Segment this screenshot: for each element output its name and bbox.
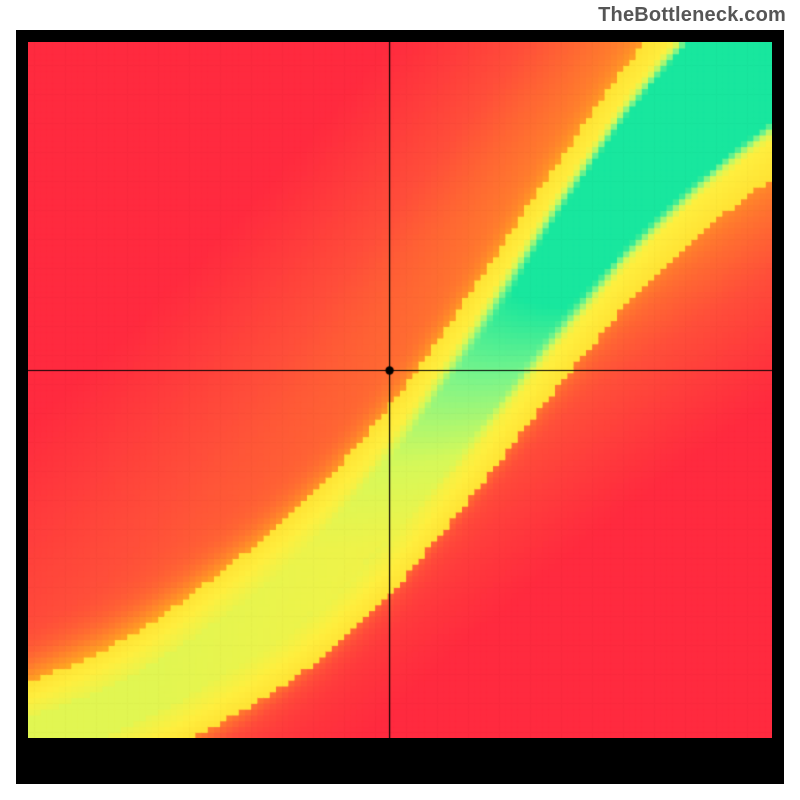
heatmap-canvas <box>28 42 772 738</box>
root-container: TheBottleneck.com <box>0 0 800 800</box>
watermark-label: TheBottleneck.com <box>598 4 786 27</box>
chart-frame <box>16 30 784 784</box>
